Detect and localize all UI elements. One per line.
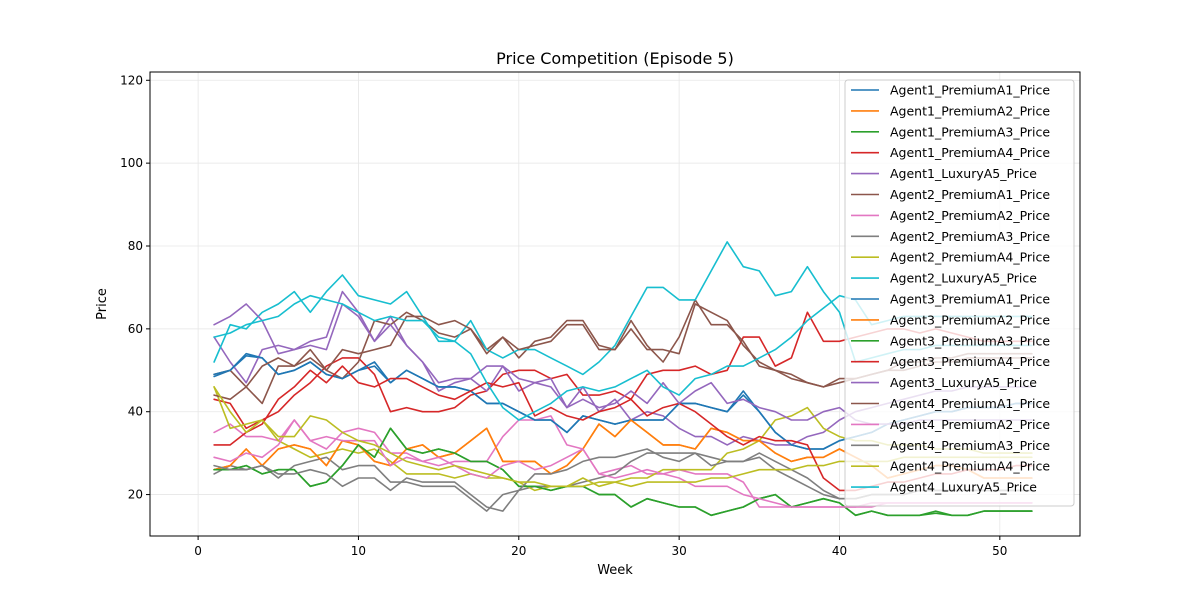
legend-entry: Agent1_PremiumA3_Price bbox=[890, 124, 1050, 139]
legend-entry: Agent3_PremiumA4_Price bbox=[890, 354, 1050, 369]
legend-entry: Agent4_PremiumA2_Price bbox=[890, 417, 1050, 432]
y-axis-label: Price bbox=[95, 288, 110, 320]
legend-entry: Agent1_PremiumA2_Price bbox=[890, 103, 1050, 118]
x-tick-label: 30 bbox=[671, 544, 686, 558]
x-tick-label: 0 bbox=[194, 544, 202, 558]
x-tick-label: 10 bbox=[351, 544, 366, 558]
y-tick-label: 80 bbox=[128, 239, 143, 253]
legend-entry: Agent2_PremiumA2_Price bbox=[890, 208, 1050, 223]
legend-entry: Agent1_PremiumA4_Price bbox=[890, 145, 1050, 160]
legend: Agent1_PremiumA1_Price Agent1_PremiumA2_P… bbox=[844, 79, 1075, 507]
legend-entry: Agent4_PremiumA4_Price bbox=[890, 459, 1050, 474]
plot-area-frame bbox=[149, 71, 1081, 537]
legend-entry: Agent4_LuxuryA5_Price bbox=[890, 480, 1037, 495]
legend-entry: Agent3_PremiumA1_Price bbox=[890, 292, 1050, 307]
legend-entry: Agent2_PremiumA4_Price bbox=[890, 250, 1050, 265]
legend-entry: Agent3_PremiumA3_Price bbox=[890, 333, 1050, 348]
legend-entry: Agent3_PremiumA2_Price bbox=[890, 312, 1050, 327]
legend-entry: Agent4_PremiumA1_Price bbox=[890, 396, 1050, 411]
axis-ticks: 0 10 20 30 40 50 20 40 60 80 100 120 bbox=[120, 73, 1007, 558]
x-tick-label: 40 bbox=[832, 544, 847, 558]
legend-entry: Agent4_PremiumA3_Price bbox=[890, 438, 1050, 453]
legend-entry: Agent3_LuxuryA5_Price bbox=[890, 375, 1037, 390]
y-tick-label: 120 bbox=[120, 73, 143, 87]
chart-title: Price Competition (Episode 5) bbox=[496, 49, 734, 68]
legend-box bbox=[844, 79, 1075, 507]
legend-entry: Agent1_LuxuryA5_Price bbox=[890, 166, 1037, 181]
legend-entry: Agent2_PremiumA1_Price bbox=[890, 187, 1050, 202]
series-line-13 bbox=[213, 427, 1033, 517]
legend-entry: Agent1_PremiumA1_Price bbox=[890, 83, 1050, 98]
y-tick-label: 20 bbox=[128, 488, 143, 502]
y-tick-label: 60 bbox=[128, 322, 143, 336]
legend-entry: Agent2_LuxuryA5_Price bbox=[890, 271, 1037, 286]
y-tick-label: 100 bbox=[120, 156, 143, 170]
x-axis-label: Week bbox=[597, 563, 633, 578]
y-tick-label: 40 bbox=[128, 405, 143, 419]
legend-entry: Agent2_PremiumA3_Price bbox=[890, 229, 1050, 244]
x-tick-label: 20 bbox=[511, 544, 526, 558]
x-tick-label: 50 bbox=[992, 544, 1007, 558]
